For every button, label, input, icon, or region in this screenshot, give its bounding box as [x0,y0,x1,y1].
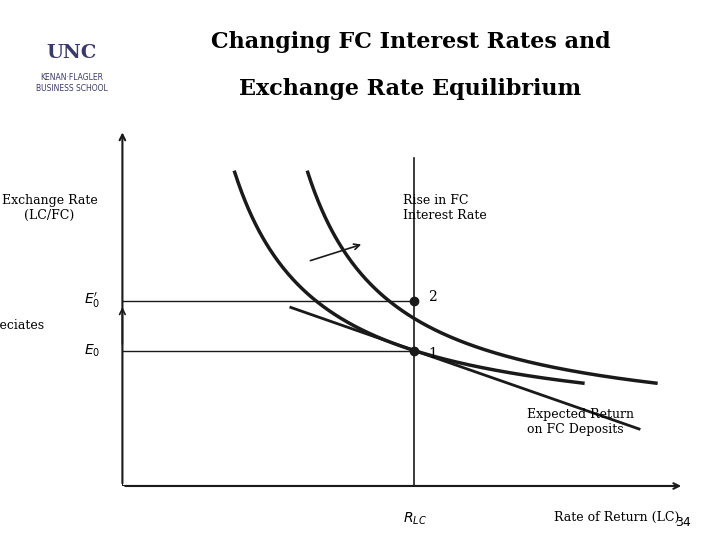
Text: $E_0$: $E_0$ [84,342,100,359]
Text: Expected Return
on FC Deposits: Expected Return on FC Deposits [527,408,634,436]
Text: Exchange Rate
(LC/FC): Exchange Rate (LC/FC) [1,194,97,222]
Text: $R_{LC}$: $R_{LC}$ [402,511,426,528]
Text: Changing FC Interest Rates and: Changing FC Interest Rates and [210,31,611,52]
Text: 1: 1 [428,347,437,361]
Text: Exchange Rate Equilibrium: Exchange Rate Equilibrium [239,78,582,100]
Text: Rate of Return (LC): Rate of Return (LC) [554,511,679,524]
Text: UNC: UNC [47,44,97,63]
Text: 34: 34 [675,516,691,529]
Text: Rise in FC
Interest Rate: Rise in FC Interest Rate [403,194,487,222]
Text: LC Depreciates: LC Depreciates [0,319,44,332]
Text: $E_0'$: $E_0'$ [84,291,100,310]
Text: 2: 2 [428,290,437,304]
Text: KENAN·FLAGLER
BUSINESS SCHOOL: KENAN·FLAGLER BUSINESS SCHOOL [36,73,108,93]
